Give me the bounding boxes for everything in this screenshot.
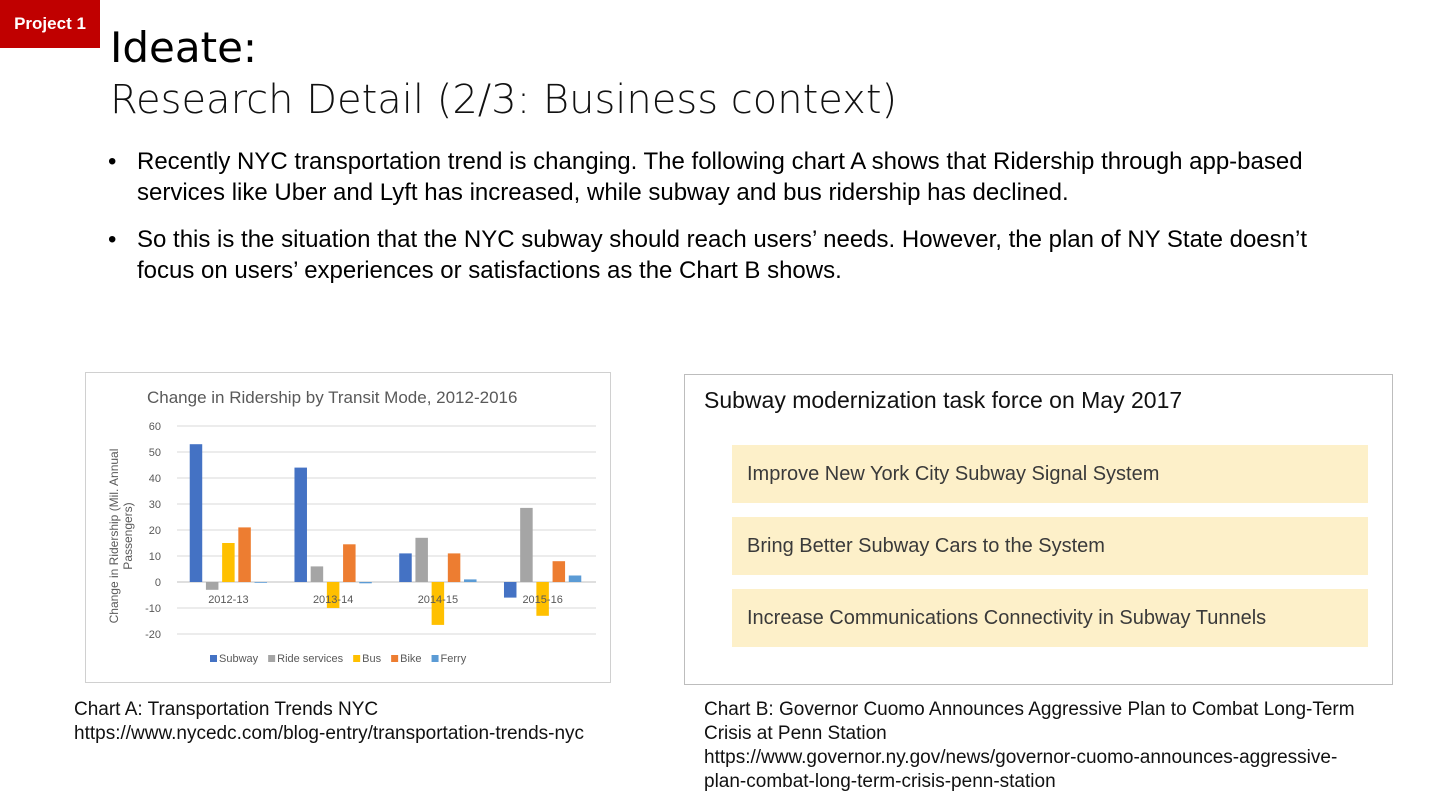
y-tick-label: 60 — [149, 421, 161, 433]
bullet-text: Recently NYC transportation trend is cha… — [137, 148, 1303, 206]
bar-ferry-2013-14 — [359, 582, 372, 584]
chart-b-caption-line: Crisis at Penn Station — [704, 723, 887, 744]
ridership-chart: Change in Ridership by Transit Mode, 201… — [107, 388, 596, 665]
y-axis-title-line: Passengers) — [121, 502, 135, 569]
project-badge: Project 1 — [0, 0, 100, 48]
bar-subway-2012-13 — [189, 444, 203, 582]
bar-ferry-2012-13 — [254, 582, 268, 583]
chart-y-axis-title: Change in Ridership (Mil. Annual Passenge… — [107, 449, 135, 624]
y-tick-label: 50 — [149, 447, 161, 459]
taskforce-item: Bring Better Subway Cars to the System — [732, 517, 1368, 575]
legend-swatch — [391, 655, 399, 662]
chart-b-caption: Chart B: Governor Cuomo Announces Aggres… — [704, 698, 1355, 794]
bar-subway-2014-15 — [399, 553, 412, 582]
bullet-item: • So this is the situation that the NYC … — [108, 224, 1338, 286]
chart-axis-labels: -20 -10 0 10 20 30 40 50 60 2012-13 2013-14 2014-15… — [145, 421, 563, 641]
chart-a-caption-url: https://www.nycedc.com/blog-entry/transp… — [74, 723, 585, 744]
bullet-item: • Recently NYC transportation trend is c… — [108, 146, 1338, 208]
legend-label: Bike — [400, 653, 421, 665]
legend-label: Bus — [362, 653, 381, 665]
bullet-list: • Recently NYC transportation trend is c… — [108, 146, 1338, 302]
y-tick-label: 10 — [149, 551, 161, 563]
x-category-label: 2013-14 — [313, 594, 353, 606]
bar-bike-2014-15 — [447, 553, 461, 582]
bar-bike-2012-13 — [238, 527, 251, 582]
legend-swatch — [210, 655, 217, 662]
bar-bike-2013-14 — [343, 544, 356, 582]
slide-title: Ideate: — [110, 23, 258, 72]
bar-ride-services-2015-16 — [520, 507, 533, 582]
chart-b-caption-url: https://www.governor.ny.gov/news/governo… — [704, 747, 1338, 768]
bullet-text: So this is the situation that the NYC su… — [137, 226, 1307, 284]
y-tick-label: -20 — [145, 629, 161, 641]
bar-ferry-2014-15 — [464, 579, 477, 582]
y-tick-label: 40 — [149, 473, 161, 485]
legend-swatch — [431, 655, 439, 662]
bar-ride-services-2014-15 — [415, 537, 428, 582]
legend-swatch — [268, 655, 276, 662]
y-tick-label: 20 — [149, 525, 161, 537]
chart-b-caption-url: plan-combat-long-term-crisis-penn-statio… — [704, 771, 1056, 792]
slide-subtitle: Research Detail (2/3: Business context) — [110, 77, 898, 123]
x-category-label: 2014-15 — [418, 594, 458, 606]
chart-legend: Subway Ride services Bus Bike Ferry — [210, 653, 467, 665]
chart-a-frame: Change in Ridership by Transit Mode, 201… — [85, 372, 611, 683]
bar-bus-2014-15 — [431, 582, 445, 625]
bar-bus-2012-13 — [222, 543, 235, 582]
y-axis-title-line: Change in Ridership (Mil. Annual — [107, 449, 121, 624]
legend-label: Ferry — [441, 653, 467, 665]
chart-a-caption-title: Chart A: Transportation Trends NYC — [74, 699, 379, 720]
bar-bus-2013-14 — [326, 582, 340, 608]
legend-label: Subway — [219, 653, 259, 665]
legend-label: Ride services — [277, 653, 344, 665]
bar-bus-2015-16 — [536, 582, 549, 616]
chart-bars — [189, 444, 582, 625]
legend-swatch — [353, 655, 361, 662]
taskforce-item: Increase Communications Connectivity in … — [732, 589, 1368, 647]
x-category-label: 2015-16 — [522, 594, 562, 606]
bullet-glyph: • — [108, 148, 117, 175]
chart-b-caption-line: Chart B: Governor Cuomo Announces Aggres… — [704, 699, 1355, 720]
bar-subway-2015-16 — [503, 582, 517, 598]
bar-subway-2013-14 — [294, 467, 307, 582]
chart-title: Change in Ridership by Transit Mode, 201… — [147, 388, 517, 407]
bullet-glyph: • — [108, 226, 117, 253]
bar-ride-services-2013-14 — [310, 566, 324, 582]
x-category-label: 2012-13 — [208, 594, 248, 606]
chart-a-caption: Chart A: Transportation Trends NYC https… — [74, 698, 584, 746]
taskforce-title: Subway modernization task force on May 2… — [704, 387, 1183, 413]
y-tick-label: 30 — [149, 499, 161, 511]
chart-b-taskforce-box: Subway modernization task force on May 2… — [684, 374, 1393, 685]
y-tick-label: 0 — [155, 577, 161, 589]
bar-ferry-2015-16 — [568, 575, 582, 582]
bar-bike-2015-16 — [552, 561, 566, 582]
bar-ride-services-2012-13 — [205, 582, 219, 590]
taskforce-item: Improve New York City Subway Signal Syst… — [732, 445, 1368, 503]
y-tick-label: -10 — [145, 603, 161, 615]
